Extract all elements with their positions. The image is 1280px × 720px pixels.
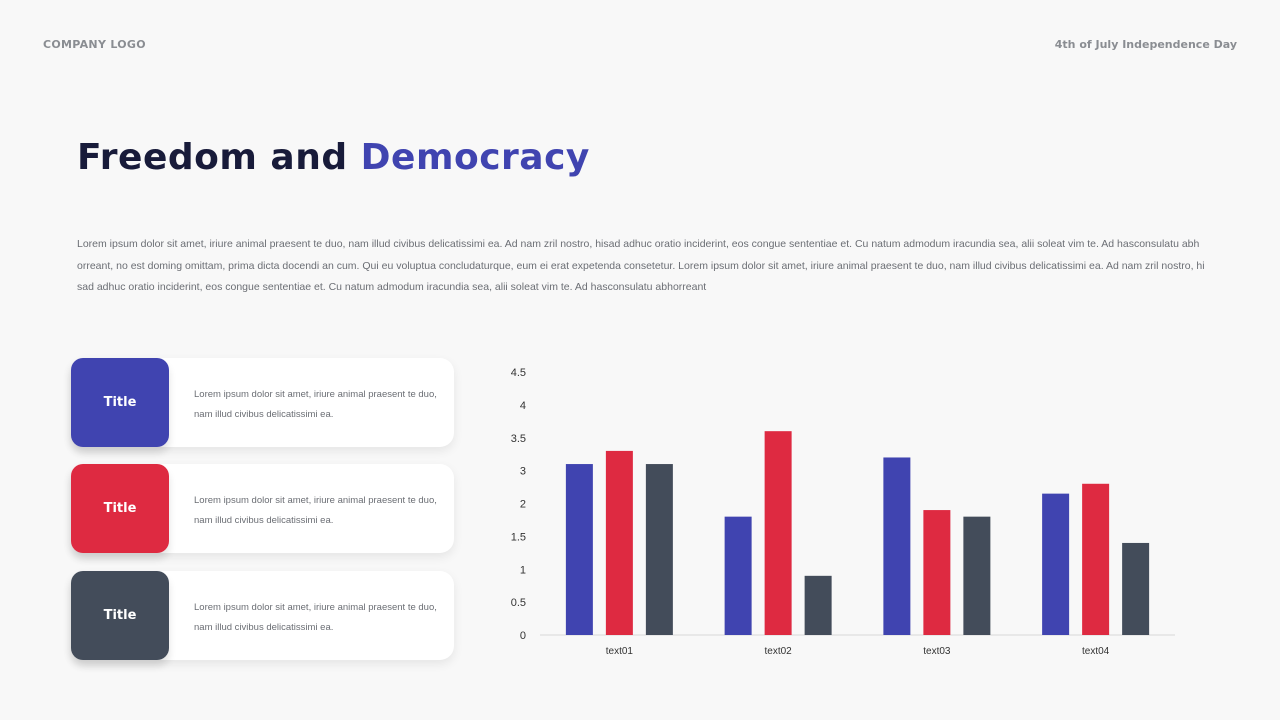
- bar: [804, 575, 832, 635]
- bar: [724, 516, 752, 635]
- bar: [963, 516, 991, 635]
- bar: [645, 464, 673, 635]
- title-main: Freedom and: [77, 137, 361, 178]
- slide-title: Freedom and Democracy: [77, 137, 590, 178]
- bar: [605, 450, 633, 635]
- card-title: Title: [103, 395, 137, 410]
- x-category-label: text04: [1082, 646, 1110, 657]
- event-title: 4th of July Independence Day: [1054, 38, 1237, 51]
- info-card: Title Lorem ipsum dolor sit amet, iriure…: [71, 464, 454, 553]
- card-title: Title: [103, 608, 137, 623]
- y-tick-label: 1.5: [511, 531, 526, 543]
- bar-chart: 0 0.5 1 1.5 2 3 3.5 4 4.5 text01 text02 text03 text0…: [511, 367, 1175, 657]
- card-badge: Title: [71, 464, 169, 553]
- bar: [1122, 542, 1150, 635]
- y-tick-label: 4: [520, 400, 526, 412]
- bar: [1042, 493, 1070, 635]
- body-paragraph: Lorem ipsum dolor sit amet, iriure anima…: [77, 238, 1205, 293]
- card-title: Title: [103, 501, 137, 516]
- y-tick-label: 0: [520, 630, 526, 642]
- card-badge: Title: [71, 571, 169, 660]
- card-text: Lorem ipsum dolor sit amet, iriure anima…: [194, 495, 437, 526]
- bar: [883, 457, 911, 635]
- card-text: Lorem ipsum dolor sit amet, iriure anima…: [194, 602, 437, 633]
- y-tick-label: 4.5: [511, 367, 526, 379]
- x-category-label: text03: [923, 646, 951, 657]
- title-accent: Democracy: [360, 137, 590, 178]
- card-badge: Title: [71, 358, 169, 447]
- y-tick-label: 1: [520, 564, 526, 576]
- info-card: Title Lorem ipsum dolor sit amet, iriure…: [71, 358, 454, 447]
- y-tick-label: 3.5: [511, 433, 526, 445]
- bar: [923, 510, 951, 635]
- bar: [565, 464, 593, 635]
- company-logo: COMPANY LOGO: [43, 38, 146, 51]
- x-category-label: text01: [606, 646, 634, 657]
- bar: [764, 431, 792, 635]
- x-category-label: text02: [765, 646, 793, 657]
- bar: [1082, 483, 1110, 635]
- y-tick-label: 2: [520, 499, 526, 511]
- info-card: Title Lorem ipsum dolor sit amet, iriure…: [71, 571, 454, 660]
- y-tick-label: 3: [520, 466, 526, 478]
- y-tick-label: 0.5: [511, 597, 526, 609]
- card-text: Lorem ipsum dolor sit amet, iriure anima…: [194, 389, 437, 420]
